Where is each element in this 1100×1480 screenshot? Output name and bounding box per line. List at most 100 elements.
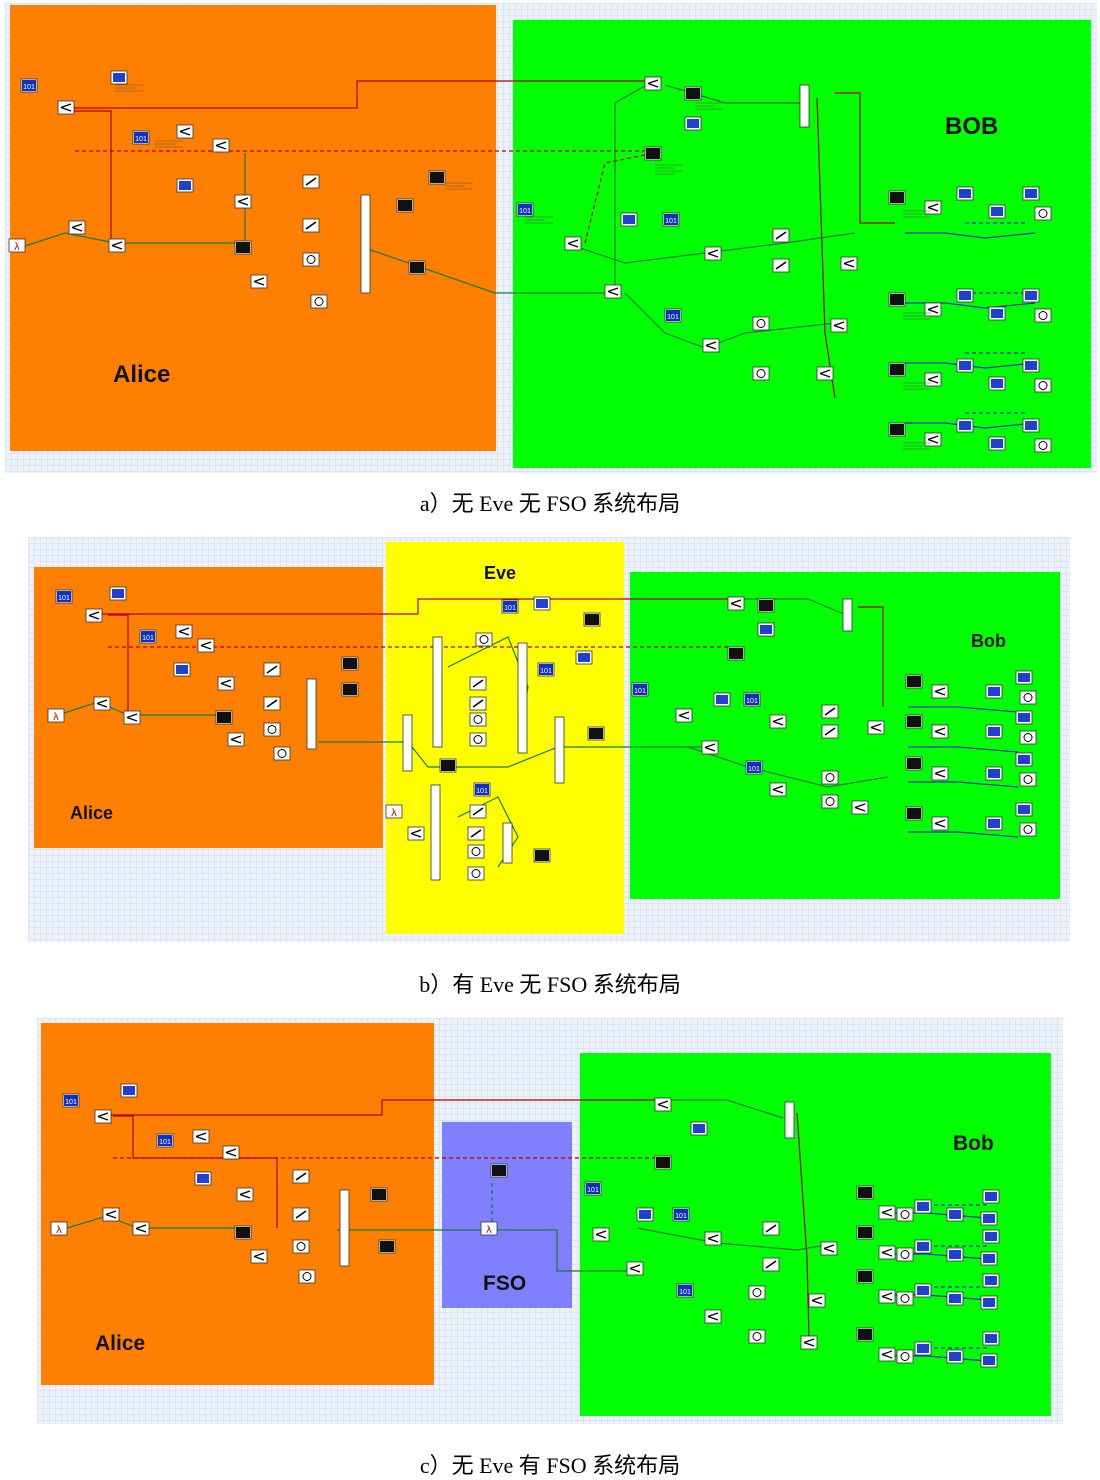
scope-icon <box>890 364 904 375</box>
splitter-block <box>644 76 662 91</box>
analyzer-icon <box>1018 805 1030 814</box>
splitter-icon <box>772 785 784 794</box>
figure-b-canvas: 101 101 λ 101 101 λ 101 101 101 101 Alice Eve Bob <box>28 537 1070 942</box>
bit-source-label: 101 <box>504 605 516 612</box>
analyzer-icon <box>123 1086 135 1095</box>
analyzer-icon <box>1025 361 1037 370</box>
alice-label-a: Alice <box>113 361 171 388</box>
bit-source-icon <box>539 664 553 675</box>
splitter-block <box>878 1245 896 1260</box>
detector-icon <box>296 1242 306 1251</box>
detector-block <box>748 1285 766 1300</box>
bit-source-icon <box>518 204 532 215</box>
analyzer-icon <box>917 1202 929 1211</box>
analyzer-icon <box>988 727 1000 736</box>
detector-icon <box>302 1272 312 1281</box>
analyzer-icon <box>983 1298 995 1307</box>
analyzer-icon <box>112 589 124 598</box>
detector-icon <box>756 319 766 328</box>
modulator-icon <box>775 231 787 240</box>
splitter-block <box>217 676 235 691</box>
splitter-block <box>123 710 141 725</box>
scope-icon <box>858 1329 872 1340</box>
bit-source-label: 101 <box>665 218 677 225</box>
splitter-icon <box>567 239 579 248</box>
splitter-icon <box>819 369 831 378</box>
detector-block <box>896 1291 914 1306</box>
splitter-block <box>592 1227 610 1242</box>
splitter-block <box>675 708 693 723</box>
detector-icon <box>825 773 835 782</box>
splitter-icon <box>657 1100 669 1109</box>
splitter-block <box>102 1207 120 1222</box>
bit-source-icon <box>586 1183 600 1194</box>
connection-wire <box>337 1229 637 1272</box>
detector-icon <box>473 715 483 724</box>
detector-icon <box>752 1332 762 1341</box>
detector-block <box>475 632 493 647</box>
splitter-icon <box>881 1248 893 1257</box>
analyzer-icon <box>988 687 1000 696</box>
bit-source-label: 101 <box>476 788 488 795</box>
bit-source-label: 101 <box>746 698 758 705</box>
scope-icon <box>441 760 455 771</box>
detector-icon <box>306 255 316 264</box>
splitter-icon <box>705 341 717 350</box>
connection-wire <box>905 302 1036 309</box>
caption-c: c）无 Eve 有 FSO 系统布局 <box>419 1453 681 1478</box>
analyzer-icon <box>959 189 971 198</box>
bit-source-icon <box>158 1135 172 1146</box>
detector-block <box>467 844 485 859</box>
detector-block <box>263 722 281 737</box>
scope-icon <box>589 728 603 739</box>
splitter-icon <box>178 627 190 636</box>
splitter-block <box>808 1293 826 1308</box>
scope-icon <box>907 758 921 769</box>
figure-a-wiring: 101 101 λ 101 101 101 <box>8 70 1052 453</box>
connection-wire <box>908 781 1019 788</box>
source-block <box>50 1221 68 1236</box>
splitter-block <box>192 1129 210 1144</box>
connection-wire <box>908 746 1019 753</box>
splitter-icon <box>927 305 939 314</box>
splitter-block <box>68 220 86 235</box>
scope-icon <box>656 1157 670 1168</box>
splitter-icon <box>707 1312 719 1321</box>
detector-block <box>1019 730 1037 745</box>
splitter-icon <box>126 713 138 722</box>
splitter-block <box>132 1221 150 1236</box>
detector-icon <box>314 297 324 306</box>
splitter-icon <box>220 679 232 688</box>
splitter-block <box>878 1347 896 1362</box>
detector-block <box>1019 690 1037 705</box>
scope-icon <box>492 1165 506 1176</box>
splitter-icon <box>179 127 191 136</box>
scope-icon <box>890 294 904 305</box>
splitter-block <box>57 100 75 115</box>
analyzer-icon <box>113 73 125 82</box>
splitter-icon <box>135 1224 147 1233</box>
multiplexer-bar <box>306 678 317 750</box>
splitter-block <box>222 1145 240 1160</box>
figure-a-canvas: 101 101 λ 101 101 101 Alice BOB <box>5 3 1097 473</box>
splitter-block <box>250 274 268 289</box>
modulator-icon <box>305 221 317 230</box>
splitter-block <box>250 1249 268 1264</box>
analyzer-icon <box>949 1352 961 1361</box>
multiplexer-bar <box>502 822 513 864</box>
splitter-block <box>931 766 949 781</box>
analyzer-icon <box>1025 421 1037 430</box>
detector-block <box>896 1349 914 1364</box>
splitter-block <box>85 608 103 623</box>
detector-icon <box>1038 209 1048 218</box>
scope-icon <box>686 88 700 99</box>
connection-wire <box>57 701 218 716</box>
analyzer-icon <box>983 1254 995 1263</box>
scope-icon <box>236 1227 250 1238</box>
detector-icon <box>1023 693 1033 702</box>
bob-region-c <box>580 1053 1051 1416</box>
splitter-icon <box>215 141 227 150</box>
bob-label-a: BOB <box>945 113 999 140</box>
splitter-block <box>769 782 787 797</box>
modulator-icon <box>470 829 482 838</box>
